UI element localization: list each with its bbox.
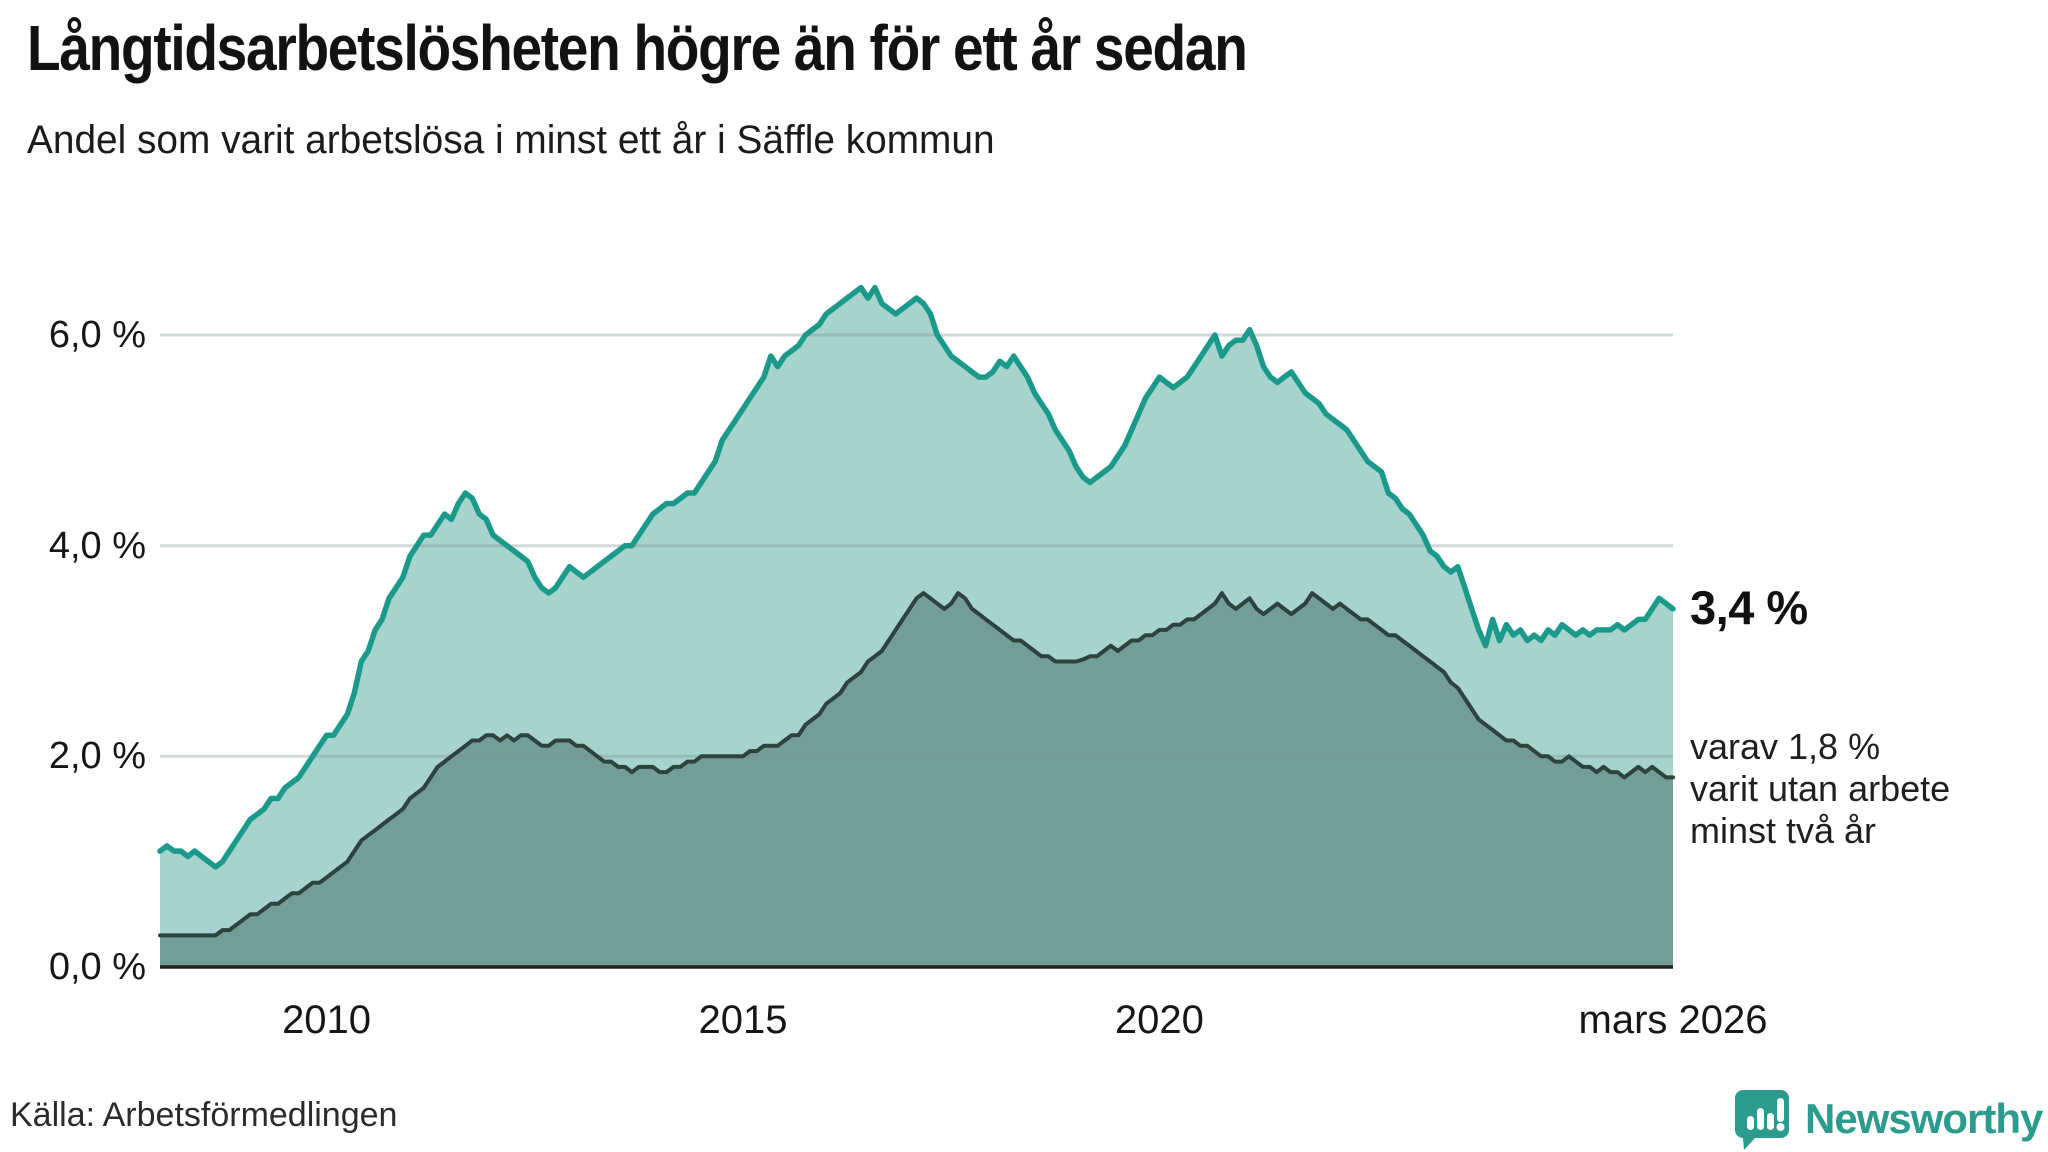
- y-tick-label: 0,0 %: [48, 946, 146, 988]
- two-year-annotation-line: varit utan arbete: [1690, 768, 1951, 809]
- brand-lockup: Newsworthy: [1733, 1086, 2043, 1152]
- series-line-minst-ett-ar: [157, 284, 1676, 870]
- x-tick-label: mars 2026: [1578, 998, 1768, 1042]
- page-subtitle: Andel som varit arbetslösa i minst ett å…: [27, 118, 995, 162]
- series-area-minst-tva-ar: [160, 593, 1673, 967]
- x-tick-label: 2020: [1114, 998, 1204, 1042]
- y-tick-label: 4,0 %: [48, 524, 146, 567]
- y-tick-label: 6,0 %: [48, 314, 146, 356]
- brand-name: Newsworthy: [1805, 1095, 2043, 1142]
- source-note: Källa: Arbetsförmedlingen: [10, 1096, 398, 1134]
- x-tick-label: 2010: [282, 998, 372, 1042]
- x-axis: 2010 2015 2020 mars 2026: [0, 996, 2048, 1048]
- two-year-annotation-line: minst två år: [1690, 810, 1877, 851]
- newsworthy-logo-icon: [1735, 1090, 1789, 1150]
- two-year-annotation: varav 1,8 % varit utan arbete minst två år: [1690, 726, 1950, 852]
- y-tick-label: 2,0 %: [48, 735, 146, 778]
- series-line-minst-tva-ar: [158, 591, 1675, 938]
- page-title: Långtidsarbetslösheten högre än för ett …: [27, 12, 1248, 84]
- x-tick-label: 2015: [698, 998, 788, 1042]
- end-value-label: 3,4 %: [1690, 581, 1808, 634]
- two-year-annotation-line: varav 1,8 %: [1690, 726, 1881, 767]
